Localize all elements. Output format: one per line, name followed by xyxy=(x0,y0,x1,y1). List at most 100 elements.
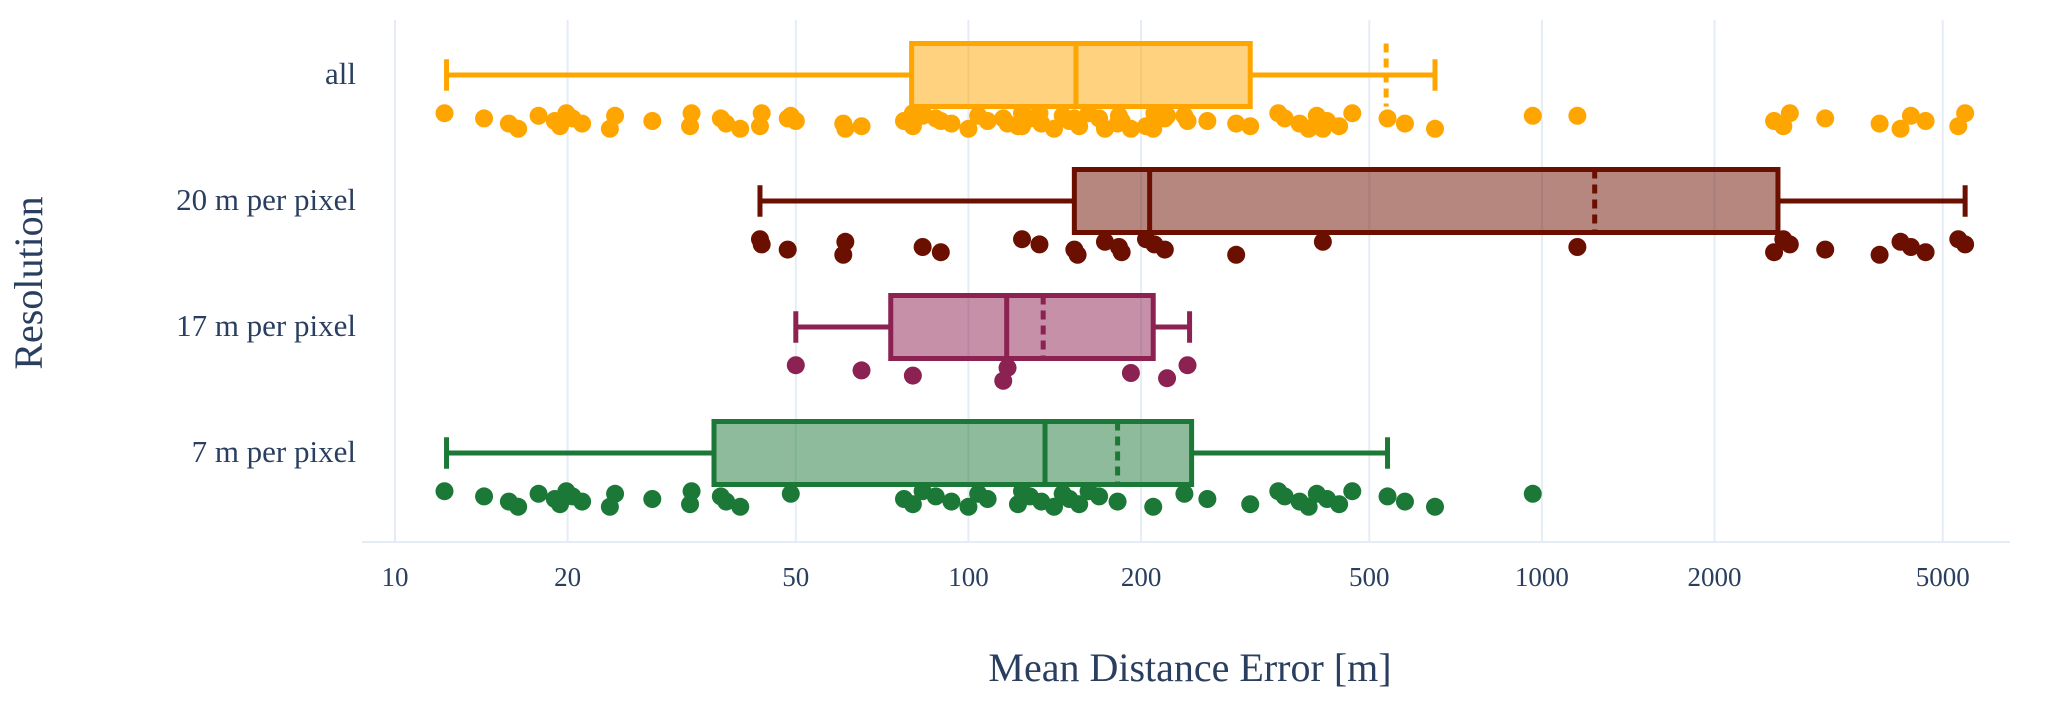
data-point xyxy=(1068,114,1087,133)
data-point xyxy=(1070,495,1089,514)
data-point xyxy=(475,487,494,506)
data-point xyxy=(903,495,922,514)
data-point xyxy=(1095,232,1114,251)
data-point xyxy=(1901,238,1920,256)
data-point xyxy=(1780,104,1799,123)
data-point xyxy=(1916,112,1935,130)
box xyxy=(909,41,1253,109)
data-point xyxy=(1568,238,1587,256)
data-point xyxy=(1178,356,1197,375)
data-point xyxy=(1816,240,1835,259)
data-point xyxy=(1916,243,1935,262)
data-point xyxy=(778,109,797,128)
data-point xyxy=(1299,497,1318,516)
data-point xyxy=(1108,492,1127,511)
data-point xyxy=(942,492,961,511)
data-point xyxy=(931,112,950,130)
data-point xyxy=(752,235,771,254)
data-point xyxy=(836,232,855,251)
data-point xyxy=(731,119,750,138)
x-tick-label: 10 xyxy=(381,562,408,592)
data-point xyxy=(475,109,494,128)
data-point xyxy=(1330,495,1349,514)
data-point xyxy=(529,484,548,503)
box xyxy=(711,419,1195,487)
data-point xyxy=(1313,232,1332,251)
data-point xyxy=(1901,106,1920,125)
data-point xyxy=(1198,490,1217,508)
data-point xyxy=(1765,243,1784,262)
data-point xyxy=(606,484,625,503)
x-tick-label: 5000 xyxy=(1916,562,1970,592)
data-point xyxy=(786,356,805,375)
x-tick-label: 200 xyxy=(1121,562,1162,592)
data-point xyxy=(1144,497,1163,516)
data-point xyxy=(1241,117,1260,136)
data-point xyxy=(852,361,871,380)
data-point xyxy=(1275,487,1294,506)
data-point xyxy=(1523,484,1542,503)
x-tick-label: 1000 xyxy=(1515,562,1569,592)
x-tick-label: 2000 xyxy=(1688,562,1742,592)
data-point xyxy=(1227,245,1246,264)
category-label: 7 m per pixel xyxy=(192,434,356,469)
data-point xyxy=(1313,119,1332,138)
data-point xyxy=(1275,109,1294,128)
data-point xyxy=(1523,106,1542,125)
data-point xyxy=(978,112,997,130)
data-point xyxy=(1175,484,1194,503)
x-tick-label: 50 xyxy=(782,562,809,592)
data-point xyxy=(1198,112,1217,130)
data-point xyxy=(435,482,454,501)
data-point xyxy=(1330,117,1349,136)
data-point xyxy=(1870,114,1889,133)
x-tick-label: 20 xyxy=(554,562,581,592)
data-point xyxy=(1378,487,1397,506)
category-label: all xyxy=(325,56,356,91)
data-point xyxy=(1030,104,1049,123)
data-point xyxy=(1155,109,1174,128)
data-point xyxy=(509,119,528,138)
data-point xyxy=(1227,114,1246,133)
category-label: 20 m per pixel xyxy=(176,182,356,217)
data-point xyxy=(509,497,528,516)
data-point xyxy=(643,112,662,130)
data-point xyxy=(1568,106,1587,125)
data-point xyxy=(681,117,700,136)
box xyxy=(1071,167,1781,235)
data-point xyxy=(781,484,800,503)
data-point xyxy=(913,238,932,256)
box xyxy=(888,293,1156,361)
data-point xyxy=(778,240,797,259)
data-point xyxy=(1112,112,1131,130)
data-point xyxy=(1343,104,1362,123)
data-point xyxy=(1241,495,1260,514)
data-point xyxy=(1395,114,1414,133)
data-point xyxy=(913,106,932,125)
data-point xyxy=(959,497,978,516)
data-point xyxy=(752,104,771,123)
data-point xyxy=(1112,243,1131,262)
y-axis-title: Resolution xyxy=(6,196,51,369)
data-point xyxy=(682,104,701,123)
data-point xyxy=(1816,109,1835,128)
data-point xyxy=(1426,119,1445,138)
data-point xyxy=(1155,240,1174,259)
data-point xyxy=(998,358,1017,377)
data-point xyxy=(1956,104,1975,123)
data-point xyxy=(435,104,454,123)
data-point xyxy=(1121,364,1140,382)
data-point xyxy=(1095,119,1114,138)
data-point xyxy=(1137,117,1156,136)
data-point xyxy=(717,492,736,511)
data-point xyxy=(1299,119,1318,138)
data-point xyxy=(681,495,700,514)
data-point xyxy=(1378,109,1397,128)
data-point xyxy=(643,490,662,508)
data-point xyxy=(1013,117,1032,136)
data-point xyxy=(903,366,922,385)
data-point xyxy=(959,119,978,138)
data-point xyxy=(1068,245,1087,264)
data-point xyxy=(926,487,945,506)
data-point xyxy=(1343,482,1362,501)
